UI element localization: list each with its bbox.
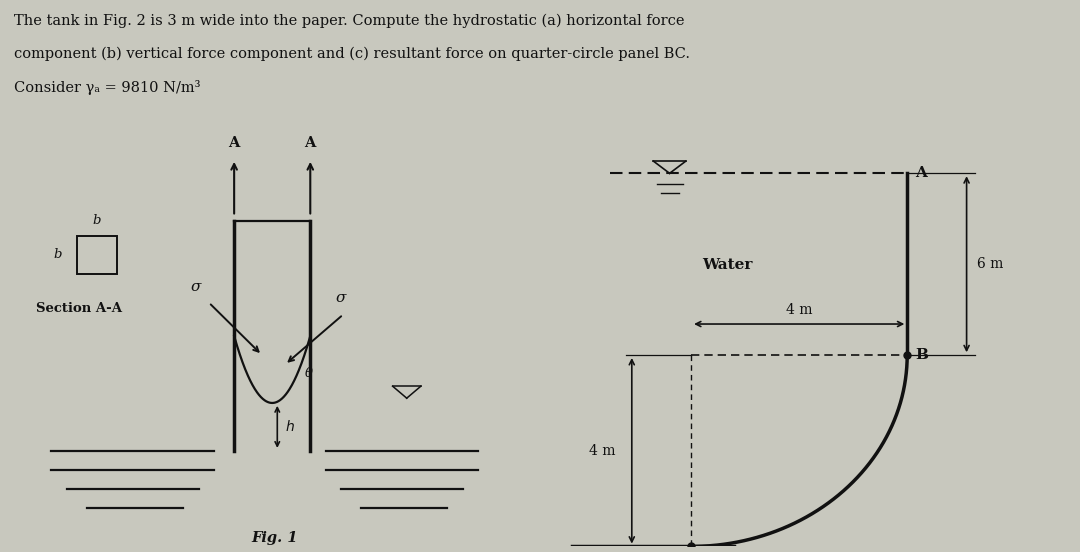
Text: 4 m: 4 m — [589, 444, 616, 458]
Text: B: B — [916, 348, 929, 362]
Bar — [77, 236, 118, 274]
Text: σ: σ — [336, 291, 346, 305]
Text: Section A-A: Section A-A — [37, 302, 122, 315]
Text: The tank in Fig. 2 is 3 m wide into the paper. Compute the hydrostatic (a) horiz: The tank in Fig. 2 is 3 m wide into the … — [14, 14, 685, 28]
Text: 4 m: 4 m — [786, 304, 812, 317]
Text: $h$: $h$ — [285, 420, 295, 434]
Text: component (b) vertical force component and (c) resultant force on quarter-circle: component (b) vertical force component a… — [14, 47, 690, 61]
Text: b: b — [53, 248, 62, 261]
Text: σ: σ — [191, 279, 201, 294]
Text: 6 m: 6 m — [977, 257, 1003, 271]
Text: b: b — [93, 214, 102, 226]
Text: Water: Water — [702, 258, 753, 272]
Text: Consider γₐ = 9810 N/m³: Consider γₐ = 9810 N/m³ — [14, 80, 201, 95]
Text: A: A — [305, 136, 316, 150]
Text: A: A — [916, 166, 927, 181]
Text: A: A — [229, 136, 240, 150]
Text: Fig. 1: Fig. 1 — [252, 530, 298, 545]
Text: θ: θ — [306, 367, 313, 380]
